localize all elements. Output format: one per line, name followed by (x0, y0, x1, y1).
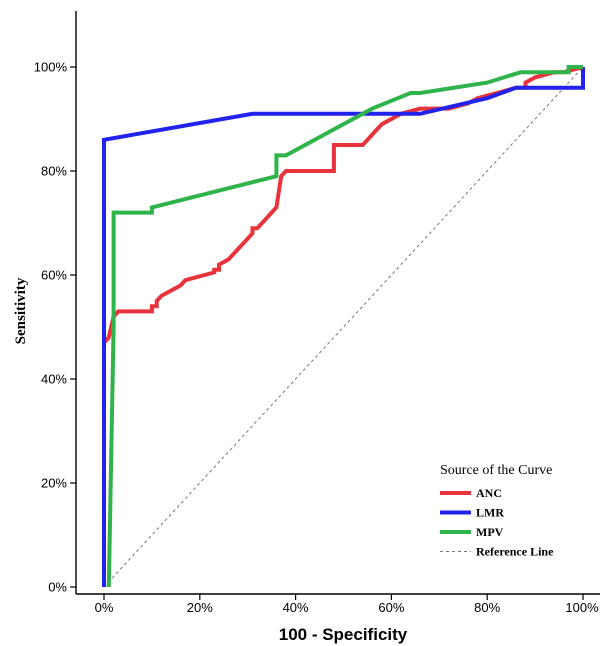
legend-label-mpv: MPV (476, 525, 504, 539)
series-mpv-line (106, 65, 583, 588)
series-layer (102, 65, 585, 588)
legend-items: ANC LMR MPV Reference Line (440, 486, 554, 559)
tick-layer: 0% 20% 40% 60% 80% 100% 0% 20% 40% 60% 80% 100% (34, 60, 599, 616)
x-tick-label: 100% (565, 600, 599, 615)
legend-label-lmr: LMR (476, 506, 504, 520)
series-anc-line (102, 65, 584, 348)
x-tick-label: 40% (283, 600, 309, 615)
legend-label-reference-line: Reference Line (476, 545, 554, 559)
axes-layer (75, 11, 600, 595)
legend: Source of the Curve ANC LMR MPV Reference L… (440, 463, 554, 559)
legend-label-anc: ANC (476, 486, 502, 500)
y-tick-label: 20% (41, 476, 67, 491)
x-tick-label: 80% (474, 600, 500, 615)
y-tick-label: 60% (41, 268, 67, 283)
series-lmr-line (102, 67, 585, 587)
y-tick-label: 80% (41, 164, 67, 179)
y-axis-title: Sensitivity (13, 277, 29, 344)
x-tick-label: 60% (378, 600, 404, 615)
y-tick-label: 100% (34, 60, 68, 75)
x-tick-label: 20% (187, 600, 213, 615)
x-axis-title: 100 - Specificity (279, 625, 408, 644)
y-tick-label: 40% (41, 372, 67, 387)
legend-title: Source of the Curve (440, 463, 552, 478)
x-tick-label: 0% (95, 600, 114, 615)
y-tick-label: 0% (48, 580, 67, 595)
series-reference-line-line (103, 66, 584, 588)
